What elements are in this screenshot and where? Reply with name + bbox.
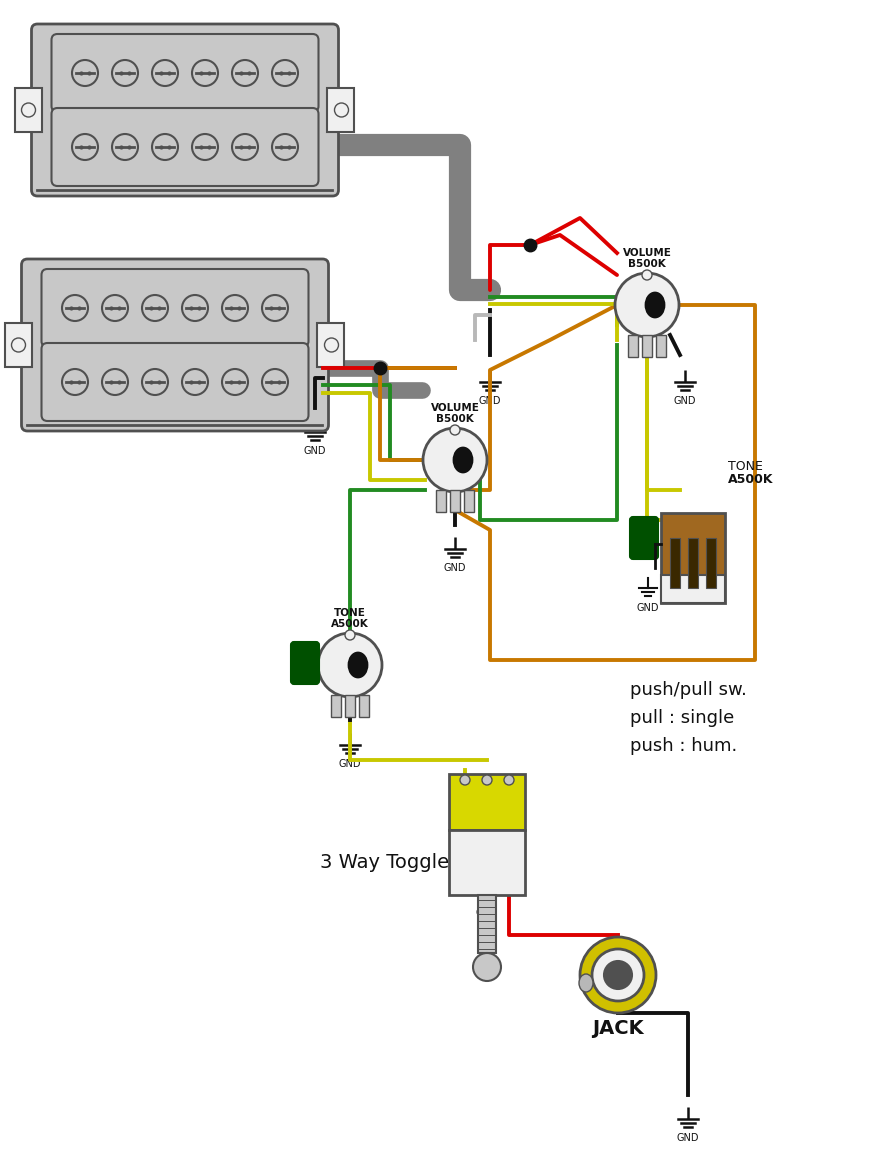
Circle shape <box>112 134 138 160</box>
Bar <box>448 830 524 895</box>
FancyBboxPatch shape <box>42 269 308 347</box>
FancyBboxPatch shape <box>51 34 318 111</box>
Text: TONE: TONE <box>727 460 762 473</box>
Circle shape <box>580 936 655 1013</box>
Circle shape <box>614 273 678 337</box>
Circle shape <box>318 633 381 697</box>
Bar <box>463 489 474 512</box>
Ellipse shape <box>348 653 367 677</box>
FancyBboxPatch shape <box>629 517 657 560</box>
Text: JACK: JACK <box>592 1018 643 1038</box>
Circle shape <box>345 630 355 640</box>
Bar <box>448 774 524 830</box>
Bar <box>660 512 724 603</box>
FancyBboxPatch shape <box>42 344 308 421</box>
Bar <box>345 695 355 717</box>
Bar <box>5 323 32 367</box>
Circle shape <box>503 774 514 785</box>
Circle shape <box>473 953 501 981</box>
Text: A500K: A500K <box>331 619 368 629</box>
Circle shape <box>262 369 288 395</box>
Circle shape <box>460 774 469 785</box>
Circle shape <box>422 427 487 492</box>
Circle shape <box>182 295 208 321</box>
Bar <box>16 88 43 132</box>
FancyBboxPatch shape <box>290 642 319 684</box>
Bar <box>330 695 341 717</box>
Circle shape <box>324 338 338 352</box>
Text: GND: GND <box>478 396 501 406</box>
Circle shape <box>192 60 218 86</box>
Circle shape <box>232 134 258 160</box>
Ellipse shape <box>579 974 593 992</box>
Bar <box>655 336 666 357</box>
Circle shape <box>334 103 348 117</box>
Circle shape <box>591 949 643 1001</box>
FancyBboxPatch shape <box>22 259 328 431</box>
Circle shape <box>102 295 128 321</box>
Bar <box>669 538 680 588</box>
Text: GND: GND <box>676 1133 699 1143</box>
Circle shape <box>449 425 460 435</box>
Text: A500K: A500K <box>727 473 773 486</box>
Circle shape <box>11 338 25 352</box>
Text: GND: GND <box>673 396 695 406</box>
Circle shape <box>112 60 138 86</box>
Text: B500K: B500K <box>627 259 665 269</box>
FancyBboxPatch shape <box>51 108 318 186</box>
Circle shape <box>142 369 168 395</box>
Circle shape <box>62 369 88 395</box>
Circle shape <box>222 369 248 395</box>
Circle shape <box>142 295 168 321</box>
Text: B500K: B500K <box>435 414 474 424</box>
Bar <box>477 895 495 953</box>
Ellipse shape <box>454 448 472 472</box>
Bar <box>327 88 354 132</box>
Text: push/pull sw.: push/pull sw. <box>629 681 746 699</box>
Bar <box>641 336 651 357</box>
Text: GND: GND <box>475 908 498 918</box>
Circle shape <box>22 103 36 117</box>
Circle shape <box>72 60 98 86</box>
Text: 3 Way Toggle: 3 Way Toggle <box>320 853 448 871</box>
Bar <box>687 538 697 588</box>
Text: VOLUME: VOLUME <box>430 403 479 412</box>
FancyBboxPatch shape <box>31 24 338 196</box>
Circle shape <box>182 369 208 395</box>
Circle shape <box>152 60 178 86</box>
Text: GND: GND <box>636 603 659 614</box>
Text: GND: GND <box>303 446 326 456</box>
Circle shape <box>222 295 248 321</box>
Circle shape <box>272 134 298 160</box>
Text: GND: GND <box>338 759 361 769</box>
Circle shape <box>152 134 178 160</box>
Bar <box>435 489 446 512</box>
Circle shape <box>603 961 631 989</box>
Text: push : hum.: push : hum. <box>629 737 736 755</box>
Circle shape <box>62 295 88 321</box>
Circle shape <box>272 60 298 86</box>
Circle shape <box>232 60 258 86</box>
Circle shape <box>262 295 288 321</box>
Bar <box>359 695 368 717</box>
Text: TONE: TONE <box>334 608 366 618</box>
Bar <box>627 336 637 357</box>
Text: pull : single: pull : single <box>629 709 733 727</box>
Text: VOLUME: VOLUME <box>622 248 671 259</box>
Circle shape <box>641 270 651 280</box>
Ellipse shape <box>646 293 663 317</box>
Circle shape <box>481 774 492 785</box>
Bar <box>317 323 344 367</box>
Circle shape <box>102 369 128 395</box>
Circle shape <box>72 134 98 160</box>
Text: GND: GND <box>443 563 466 573</box>
Circle shape <box>192 134 218 160</box>
Bar <box>660 574 724 603</box>
Bar <box>449 489 460 512</box>
Bar <box>705 538 715 588</box>
